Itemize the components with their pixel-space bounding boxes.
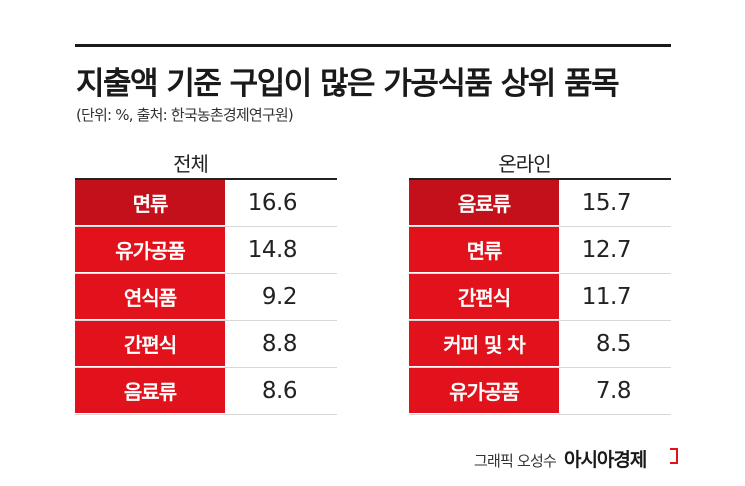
top-rule — [75, 44, 671, 47]
header-rule-total — [75, 178, 337, 180]
category-label: 연식품 — [75, 274, 225, 320]
table-row: 유가공품 14.8 — [75, 227, 337, 274]
category-label: 간편식 — [409, 274, 559, 320]
table-row: 연식품 9.2 — [75, 274, 337, 321]
value-label: 8.8 — [261, 331, 298, 357]
category-label: 면류 — [409, 227, 559, 273]
table-row: 음료류 8.6 — [75, 368, 337, 415]
chart-title: 지출액 기준 구입이 많은 가공식품 상위 품목 — [76, 66, 620, 102]
table-title-total: 전체 — [173, 152, 209, 176]
table-row: 면류 12.7 — [409, 227, 671, 274]
value-label: 8.5 — [595, 331, 632, 357]
category-label: 유가공품 — [409, 368, 559, 414]
value-label: 7.8 — [595, 378, 632, 404]
value-label: 16.6 — [247, 190, 298, 216]
value-label: 15.7 — [581, 190, 632, 216]
chart-subtitle: (단위: %, 출처: 한국농촌경제연구원) — [76, 106, 294, 124]
category-label: 음료류 — [75, 368, 225, 414]
value-label: 14.8 — [247, 237, 298, 263]
table-total: 면류 16.6 유가공품 14.8 연식품 9.2 간편식 8.8 음료류 8.6 — [75, 180, 337, 415]
table-row: 간편식 8.8 — [75, 321, 337, 368]
value-label: 8.6 — [261, 378, 298, 404]
category-label: 유가공품 — [75, 227, 225, 273]
brand-logo: 아시아경제 — [563, 449, 647, 471]
table-online: 음료류 15.7 면류 12.7 간편식 11.7 커피 및 차 8.5 유가공품 7.8 — [409, 180, 671, 415]
table-row: 유가공품 7.8 — [409, 368, 671, 415]
category-label: 커피 및 차 — [409, 321, 559, 367]
value-label: 12.7 — [581, 237, 632, 263]
category-label: 음료류 — [409, 180, 559, 226]
table-row: 간편식 11.7 — [409, 274, 671, 321]
header-rule-online — [409, 178, 671, 180]
table-title-online: 온라인 — [498, 152, 551, 176]
value-label: 9.2 — [261, 284, 298, 310]
graphic-credit: 그래픽 오성수 — [474, 452, 557, 470]
category-label: 간편식 — [75, 321, 225, 367]
table-row: 음료류 15.7 — [409, 180, 671, 227]
category-label: 면류 — [75, 180, 225, 226]
table-row: 커피 및 차 8.5 — [409, 321, 671, 368]
table-row: 면류 16.6 — [75, 180, 337, 227]
value-label: 11.7 — [581, 284, 632, 310]
credit-line: 그래픽 오성수 아시아경제 — [474, 445, 647, 472]
